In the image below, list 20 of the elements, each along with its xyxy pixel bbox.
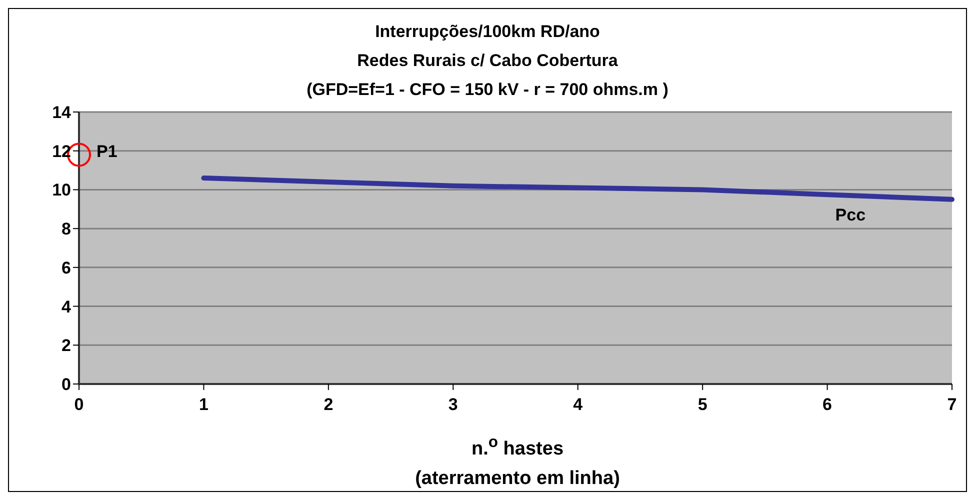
x-tick-label: 7	[947, 395, 957, 414]
x-tick-label: 0	[74, 395, 84, 414]
y-tick-label: 10	[52, 180, 71, 200]
series-label: Pcc	[835, 206, 866, 225]
x-tick-label: 4	[573, 395, 584, 414]
y-tick-label: 6	[62, 258, 71, 278]
x-tick-label: 6	[822, 395, 832, 414]
x-tick-label: 1	[198, 395, 208, 414]
y-tick-label: 2	[62, 336, 71, 356]
x-axis-title: n.$^{o}$ hastes (aterramento em linha)	[414, 433, 621, 492]
series-label: P1	[96, 142, 118, 162]
chart-title: Interrupções/100km RD/ano	[374, 21, 601, 43]
x-tick-label: 3	[448, 395, 458, 414]
y-tick-label: 0	[62, 375, 71, 394]
y-tick-label: 4	[62, 297, 72, 316]
chart-subtitle: Redes Rurais c/ Cabo Cobertura (GFD=Ef=1 - CFO = 150 kV - r = 700 ohms.m )	[306, 50, 670, 101]
x-tick-label: 5	[698, 395, 708, 414]
y-tick-label: 8	[62, 220, 71, 239]
x-tick-label: 2	[324, 395, 334, 414]
y-tick-label: 14	[52, 103, 72, 122]
